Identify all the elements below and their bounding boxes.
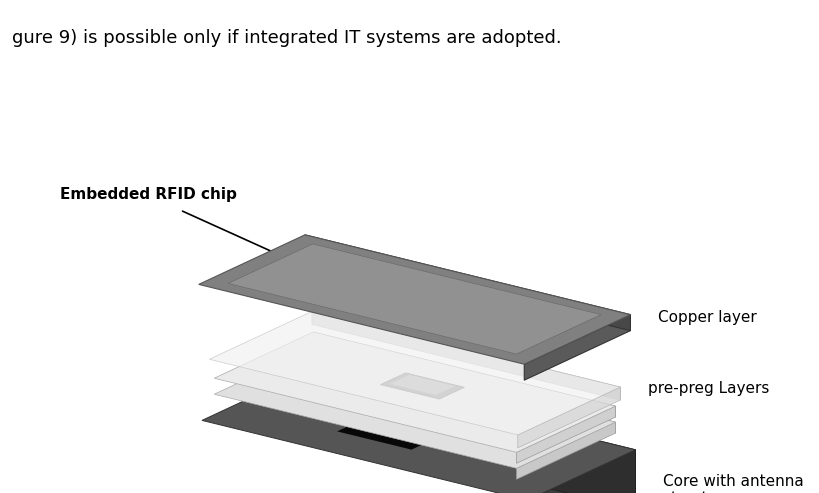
Polygon shape [523, 315, 630, 380]
Polygon shape [214, 332, 615, 452]
Text: pre-preg Layers: pre-preg Layers [648, 381, 769, 396]
Polygon shape [209, 312, 620, 435]
Polygon shape [201, 370, 635, 493]
Text: Core with antenna
structure: Core with antenna structure [663, 474, 803, 493]
Polygon shape [517, 387, 620, 448]
Polygon shape [310, 370, 635, 493]
Polygon shape [337, 405, 467, 450]
Polygon shape [389, 375, 455, 395]
Polygon shape [380, 373, 464, 399]
Polygon shape [313, 348, 615, 433]
Text: gure 9) is possible only if integrated IT systems are adopted.: gure 9) is possible only if integrated I… [12, 29, 561, 47]
Polygon shape [313, 332, 615, 417]
Polygon shape [228, 244, 600, 354]
Text: Embedded RFID chip: Embedded RFID chip [60, 187, 237, 203]
Polygon shape [516, 406, 615, 463]
Polygon shape [516, 422, 615, 479]
Polygon shape [311, 312, 620, 400]
Polygon shape [527, 450, 635, 493]
Text: Copper layer: Copper layer [658, 310, 756, 325]
Polygon shape [198, 235, 630, 364]
Polygon shape [214, 348, 615, 468]
Polygon shape [305, 235, 630, 331]
